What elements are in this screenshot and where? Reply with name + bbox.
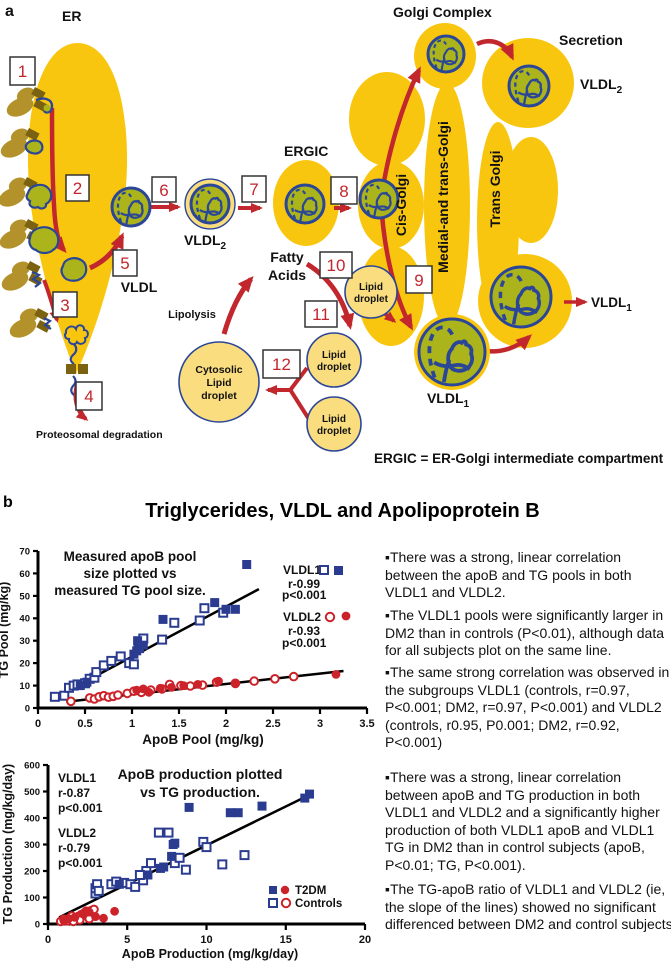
svg-text:r-0.99: r-0.99: [288, 577, 320, 591]
svg-text:ERGIC = ER-Golgi intermediate: ERGIC = ER-Golgi intermediate compartmen…: [374, 451, 664, 466]
svg-text:vs TG production.: vs TG production.: [140, 784, 260, 800]
svg-text:1.5: 1.5: [171, 718, 186, 730]
svg-text:5: 5: [124, 934, 130, 946]
svg-text:100: 100: [24, 893, 40, 904]
svg-text:0: 0: [45, 934, 51, 946]
svg-text:15: 15: [280, 934, 292, 946]
svg-text:VLDL1: VLDL1: [58, 771, 96, 785]
svg-text:p<0.001: p<0.001: [58, 856, 103, 870]
svg-text:VLDL2: VLDL2: [580, 76, 623, 96]
svg-text:600: 600: [24, 760, 40, 771]
svg-text:ERGIC: ERGIC: [284, 143, 328, 159]
svg-text:40: 40: [19, 614, 30, 625]
svg-text:5: 5: [120, 254, 129, 273]
svg-text:VLDL1: VLDL1: [591, 295, 632, 314]
svg-text:Lipolysis: Lipolysis: [168, 309, 216, 321]
svg-text:size plotted vs: size plotted vs: [83, 566, 176, 581]
svg-text:r-0.87: r-0.87: [58, 786, 90, 800]
svg-text:2: 2: [73, 179, 82, 198]
svg-text:10: 10: [327, 256, 346, 275]
svg-text:8: 8: [339, 182, 348, 201]
svg-text:VLDL1: VLDL1: [283, 563, 321, 577]
svg-text:10: 10: [19, 681, 30, 692]
svg-text:droplet: droplet: [354, 294, 389, 305]
svg-text:Measured apoB pool: Measured apoB pool: [64, 549, 197, 564]
svg-text:2: 2: [223, 718, 229, 730]
svg-text:Lipid: Lipid: [206, 377, 231, 389]
svg-text:9: 9: [414, 271, 423, 290]
svg-text:0: 0: [25, 703, 30, 714]
svg-text:0: 0: [35, 718, 41, 730]
svg-text:20: 20: [359, 934, 371, 946]
svg-text:1: 1: [18, 62, 27, 81]
svg-text:measured TG pool size.: measured TG pool size.: [54, 583, 206, 598]
svg-text:60: 60: [19, 569, 30, 580]
svg-text:3.5: 3.5: [359, 718, 374, 730]
svg-text:droplet: droplet: [201, 390, 237, 402]
svg-text:r-0.79: r-0.79: [58, 841, 90, 855]
svg-text:Secretion: Secretion: [559, 32, 623, 48]
svg-text:p<0.001: p<0.001: [58, 801, 103, 815]
svg-text:20: 20: [19, 659, 30, 670]
svg-text:ApoB production plotted: ApoB production plotted: [118, 766, 283, 782]
svg-text:200: 200: [24, 866, 40, 877]
svg-text:50: 50: [19, 591, 30, 602]
svg-text:T2DM: T2DM: [295, 885, 326, 897]
svg-text:Lipid: Lipid: [322, 414, 346, 425]
svg-text:a: a: [5, 3, 14, 20]
svg-text:3: 3: [317, 718, 323, 730]
svg-text:400: 400: [24, 813, 40, 824]
svg-text:2.5: 2.5: [265, 718, 280, 730]
svg-text:r-0.93: r-0.93: [288, 624, 320, 638]
svg-text:ApoB Pool (mg/kg): ApoB Pool (mg/kg): [142, 732, 264, 747]
svg-text:7: 7: [249, 180, 258, 199]
svg-text:70: 70: [19, 546, 30, 557]
svg-text:Fatty: Fatty: [270, 249, 304, 265]
svg-text:Lipid: Lipid: [359, 282, 383, 293]
svg-text:0.5: 0.5: [77, 718, 92, 730]
svg-text:TG Production (mg/kg/day): TG Production (mg/kg/day): [1, 764, 15, 924]
svg-text:VLDL2: VLDL2: [283, 610, 321, 624]
svg-text:VLDL: VLDL: [121, 279, 158, 295]
svg-text:Medial-and trans-Golgi: Medial-and trans-Golgi: [435, 121, 451, 273]
svg-text:6: 6: [159, 181, 168, 200]
svg-text:Controls: Controls: [295, 898, 342, 910]
svg-text:Proteosomal degradation: Proteosomal degradation: [36, 429, 163, 441]
svg-text:300: 300: [24, 840, 40, 851]
svg-text:30: 30: [19, 636, 30, 647]
svg-text:Acids: Acids: [268, 267, 306, 283]
svg-text:VLDL2: VLDL2: [184, 232, 227, 252]
svg-text:VLDL2: VLDL2: [58, 826, 96, 840]
svg-text:p<0.001: p<0.001: [282, 636, 327, 650]
svg-text:Trans Golgi: Trans Golgi: [487, 150, 503, 227]
svg-text:VLDL1: VLDL1: [427, 390, 470, 410]
svg-text:Cytosolic: Cytosolic: [195, 364, 242, 376]
svg-text:4: 4: [84, 387, 93, 406]
svg-text:p<0.001: p<0.001: [282, 588, 327, 602]
svg-text:droplet: droplet: [317, 362, 352, 373]
svg-text:ER: ER: [62, 8, 81, 24]
svg-text:Golgi Complex: Golgi Complex: [393, 4, 492, 20]
svg-text:ApoB Production (mg/kg/day): ApoB Production (mg/kg/day): [122, 947, 298, 961]
svg-text:1: 1: [129, 718, 135, 730]
svg-text:12: 12: [272, 355, 291, 374]
svg-text:TG Pool (mg/kg): TG Pool (mg/kg): [0, 582, 11, 679]
svg-text:Lipid: Lipid: [322, 350, 346, 361]
svg-text:droplet: droplet: [317, 426, 352, 437]
svg-text:11: 11: [312, 305, 330, 324]
svg-text:500: 500: [24, 787, 40, 798]
svg-text:10: 10: [200, 934, 212, 946]
svg-text:3: 3: [60, 296, 69, 315]
svg-text:Cis-Golgi: Cis-Golgi: [393, 174, 409, 236]
svg-text:0: 0: [35, 919, 40, 930]
